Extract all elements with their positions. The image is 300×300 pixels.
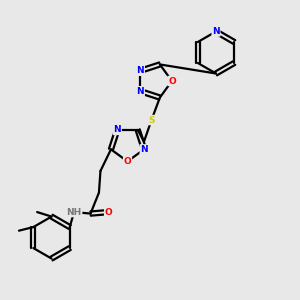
Text: N: N (136, 66, 144, 75)
Text: N: N (140, 145, 148, 154)
Text: O: O (105, 208, 112, 217)
Text: O: O (168, 76, 176, 85)
Text: O: O (124, 157, 131, 166)
Text: S: S (148, 116, 155, 124)
Text: N: N (136, 87, 144, 96)
Text: NH: NH (66, 208, 82, 217)
Text: N: N (113, 125, 121, 134)
Text: N: N (212, 27, 220, 36)
